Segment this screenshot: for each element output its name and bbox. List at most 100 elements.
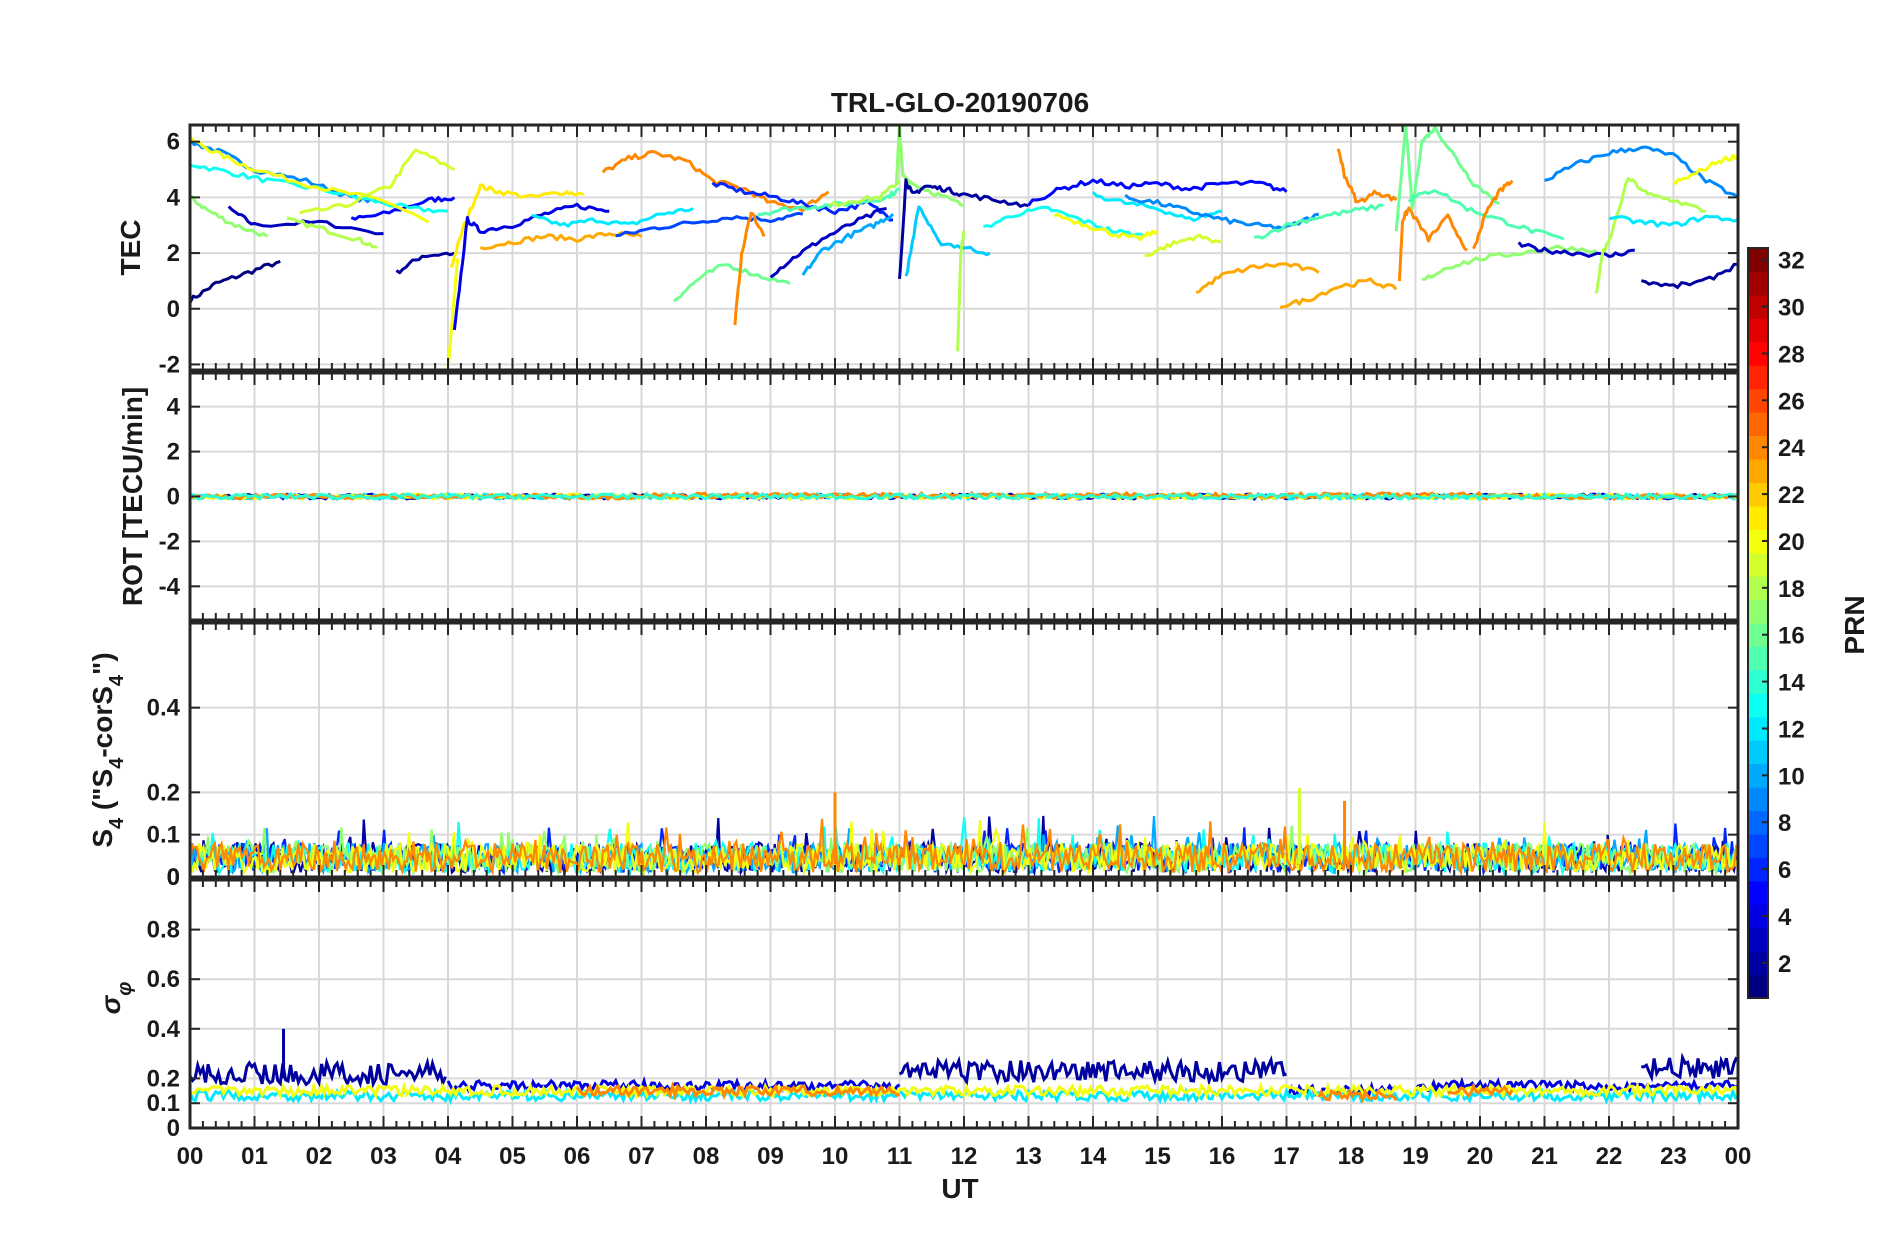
y-tick-label: 0 bbox=[167, 484, 180, 511]
colorbar-cell bbox=[1748, 716, 1768, 741]
panel-2: -4 -2 0 2 4 ROT [TECU/min] bbox=[117, 371, 1740, 622]
y-tick-label: 0 bbox=[167, 1115, 180, 1142]
tec-series-prn-20 bbox=[1672, 153, 1738, 185]
colorbar-tick-label: 28 bbox=[1778, 341, 1805, 368]
tec-series-prn-3 bbox=[1517, 241, 1635, 258]
y-tick-label: 4 bbox=[167, 394, 181, 421]
x-tick-label: 12 bbox=[951, 1143, 978, 1170]
colorbar-gradient bbox=[1748, 248, 1768, 999]
x-tick-label: 03 bbox=[370, 1143, 397, 1170]
x-tick-label: 08 bbox=[693, 1143, 720, 1170]
colorbar-cell bbox=[1748, 576, 1768, 601]
tec-series-prn-9 bbox=[1124, 193, 1320, 230]
colorbar-cell bbox=[1748, 318, 1768, 343]
plot-area bbox=[190, 125, 1738, 369]
x-tick-label: 04 bbox=[435, 1143, 462, 1170]
colorbar-cell bbox=[1748, 412, 1768, 437]
x-tick-label: 07 bbox=[628, 1143, 655, 1170]
tec-series-prn-2 bbox=[898, 178, 1029, 280]
y-tick-label: 0 bbox=[167, 864, 180, 891]
colorbar-tick-label: 30 bbox=[1778, 295, 1805, 322]
tec-series-prn-16 bbox=[1394, 125, 1500, 232]
tec-series-prn-24 bbox=[601, 150, 830, 213]
y-axis-label: TEC bbox=[115, 220, 146, 276]
colorbar-cell bbox=[1748, 951, 1768, 976]
tec-series-prn-24 bbox=[733, 211, 766, 326]
sigma-series-prn-24 bbox=[1447, 1082, 1514, 1099]
colorbar-tick-label: 2 bbox=[1778, 951, 1791, 978]
y-tick-label: -4 bbox=[159, 573, 181, 600]
colorbar-tick-label: 14 bbox=[1778, 670, 1805, 697]
x-tick-label: 05 bbox=[499, 1143, 526, 1170]
sigma-series-prn-20 bbox=[190, 1080, 1738, 1100]
y-tick-label: 0.1 bbox=[147, 1090, 180, 1117]
x-axis-label: UT bbox=[941, 1173, 978, 1204]
tec-series-prn-2 bbox=[395, 251, 455, 275]
y-tick-label: 0.6 bbox=[147, 966, 180, 993]
tec-series-prn-18 bbox=[956, 230, 966, 352]
tec-series-prn-16 bbox=[672, 263, 791, 303]
colorbar-cell bbox=[1748, 294, 1768, 319]
rot-series-prn-14 bbox=[190, 491, 1738, 502]
y-axis-label: σφ bbox=[95, 982, 136, 1015]
x-tick-label: 14 bbox=[1080, 1143, 1107, 1170]
colorbar-cell bbox=[1748, 248, 1768, 273]
sigma-series-prn-2 bbox=[1641, 1052, 1738, 1083]
y-tick-label: 0 bbox=[167, 864, 180, 891]
x-tick-label: 20 bbox=[1467, 1143, 1494, 1170]
s4-series-prn-24 bbox=[190, 818, 1738, 877]
tec-series-prn-10 bbox=[801, 213, 895, 276]
colorbar-cell bbox=[1748, 505, 1768, 530]
x-tick-label: 00 bbox=[1725, 1143, 1752, 1170]
tec-series-prn-12 bbox=[1608, 214, 1738, 228]
y-tick-label: 0.1 bbox=[147, 822, 180, 849]
y-tick-label: 2 bbox=[167, 240, 180, 267]
x-tick-label: 23 bbox=[1660, 1143, 1687, 1170]
colorbar-label: PRN bbox=[1839, 595, 1870, 654]
panel-4: 00.10.2 0.4 0.6 0.8 σφ bbox=[95, 878, 1740, 1142]
y-tick-label: 0.2 bbox=[147, 1065, 180, 1092]
tec-series-prn-11 bbox=[904, 205, 991, 277]
colorbar-tick-label: 8 bbox=[1778, 810, 1791, 837]
colorbar-tick-label: 26 bbox=[1778, 388, 1805, 415]
colorbar-cell bbox=[1748, 810, 1768, 835]
colorbar-frame bbox=[1747, 247, 1769, 999]
y-tick-label: 2 bbox=[167, 439, 180, 466]
tec-series-prn-15 bbox=[1254, 203, 1384, 240]
y-tick-label: 0.2 bbox=[147, 779, 180, 806]
colorbar-tick-label: 16 bbox=[1778, 623, 1805, 650]
tec-series-prn-2 bbox=[1640, 262, 1738, 289]
x-tick-label: 19 bbox=[1402, 1143, 1429, 1170]
colorbar-cell bbox=[1748, 458, 1768, 483]
colorbar-cell bbox=[1748, 927, 1768, 952]
sigma-series-prn-2 bbox=[190, 1056, 447, 1089]
x-tick-label: 09 bbox=[757, 1143, 784, 1170]
tec-series-prn-3 bbox=[769, 207, 887, 279]
tec-series-prn-23 bbox=[1279, 277, 1398, 310]
x-tick-label: 16 bbox=[1209, 1143, 1236, 1170]
x-tick-label: 00 bbox=[177, 1143, 204, 1170]
colorbar-cell bbox=[1748, 857, 1768, 882]
tec-series-prn-23 bbox=[1195, 262, 1320, 295]
x-tick-label: 21 bbox=[1531, 1143, 1558, 1170]
x-tick-label: 13 bbox=[1015, 1143, 1042, 1170]
colorbar-cell bbox=[1748, 693, 1768, 718]
y-axis-label: ROT [TECU/min] bbox=[117, 387, 148, 606]
x-tick-label: 10 bbox=[822, 1143, 849, 1170]
colorbar-cell bbox=[1748, 341, 1768, 366]
colorbar-cell bbox=[1748, 365, 1768, 390]
y-tick-label: 0.4 bbox=[147, 695, 181, 722]
x-tick-label: 02 bbox=[306, 1143, 333, 1170]
y-tick-label: -2 bbox=[159, 351, 180, 378]
colorbar-cell bbox=[1748, 904, 1768, 929]
tec-series-prn-21 bbox=[449, 183, 585, 269]
colorbar-tick-label: 4 bbox=[1778, 904, 1792, 931]
colorbar-cell bbox=[1748, 482, 1768, 507]
colorbar-tick-label: 22 bbox=[1778, 482, 1805, 509]
colorbar-cell bbox=[1748, 880, 1768, 905]
tec-series-prn-7 bbox=[615, 211, 804, 238]
panel-3: 000.10.20.4S4 ("S4-corS4") bbox=[87, 621, 1740, 891]
